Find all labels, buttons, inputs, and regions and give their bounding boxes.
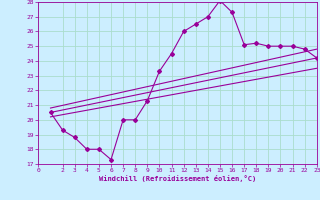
X-axis label: Windchill (Refroidissement éolien,°C): Windchill (Refroidissement éolien,°C): [99, 175, 256, 182]
